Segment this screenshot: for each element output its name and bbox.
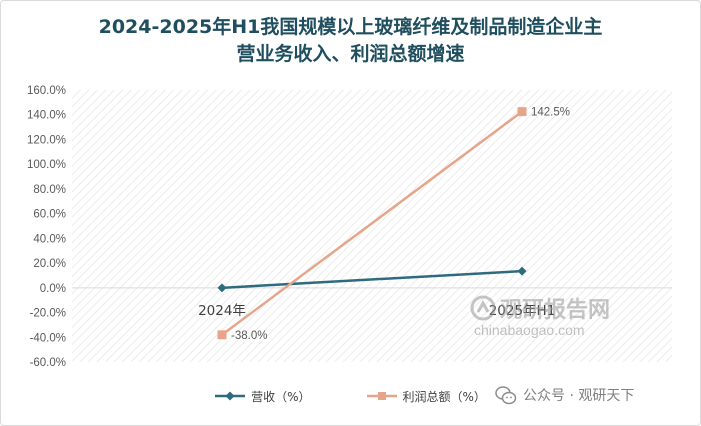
y-tick-label: 60.0% <box>33 209 66 221</box>
legend-label: 营收（%） <box>251 389 311 404</box>
chart-title: 2024-2025年H1我国规模以上玻璃纤维及制品制造企业主 营业务收入、利润总… <box>0 14 701 68</box>
data-point <box>217 330 227 340</box>
legend-swatch <box>215 391 246 401</box>
legend-item: 营收（%） <box>215 388 311 405</box>
series-line <box>221 269 523 290</box>
legend-swatch <box>366 392 397 400</box>
y-tick-label: 80.0% <box>33 184 66 196</box>
x-category-label: 2025年H1 <box>489 303 556 319</box>
y-tick-label: -60.0% <box>30 357 66 369</box>
y-tick-label: 160.0% <box>27 85 66 97</box>
legend-label: 利润总额（%） <box>402 389 486 404</box>
series-line <box>221 110 523 336</box>
source-badge: 公众号 · 观研天下 <box>495 384 634 406</box>
y-tick-label: 100.0% <box>27 159 66 171</box>
source-badge-text: 公众号 · 观研天下 <box>523 388 635 404</box>
y-tick-label: -20.0% <box>30 308 66 320</box>
y-tick-label: 40.0% <box>33 233 66 245</box>
y-tick-label: 140.0% <box>27 110 66 122</box>
wechat-icon <box>495 386 517 405</box>
data-point <box>517 107 527 117</box>
chart-title-line1: 2024-2025年H1我国规模以上玻璃纤维及制品制造企业主 <box>98 16 603 38</box>
chart-legend: 营收（%） 利润总额（%） <box>0 386 701 406</box>
data-label: 142.5% <box>531 107 570 119</box>
chart-title-line2: 营业务收入、利润总额增速 <box>236 43 465 65</box>
x-category-label: 2024年 <box>198 303 246 319</box>
legend-item: 利润总额（%） <box>366 388 486 405</box>
plot-area <box>72 90 672 362</box>
data-point <box>217 283 227 293</box>
y-tick-label: -40.0% <box>30 332 66 344</box>
y-tick-label: 120.0% <box>27 134 66 146</box>
data-point <box>517 266 527 276</box>
data-label: -38.0% <box>231 330 267 342</box>
y-tick-label: 0.0% <box>40 283 66 295</box>
y-tick-label: 20.0% <box>33 258 66 270</box>
